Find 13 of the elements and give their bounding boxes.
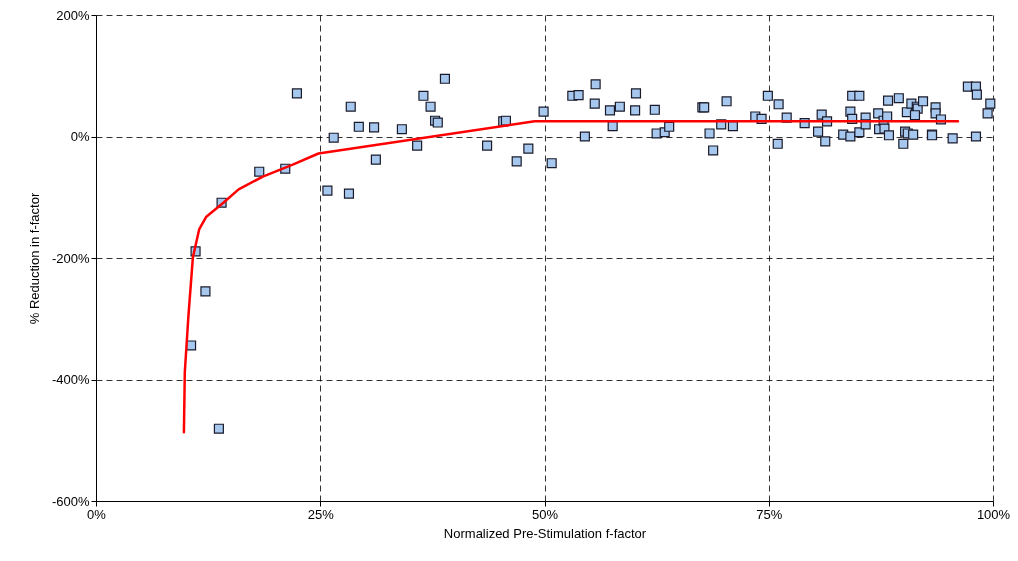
- y-tick-label: -400%: [51, 372, 90, 387]
- x-tick-label: 25%: [307, 506, 335, 522]
- x-tick-label: 100%: [976, 506, 1011, 522]
- y-tick-label: -600%: [51, 493, 90, 509]
- y-tick-label: -200%: [51, 250, 90, 266]
- y-tick-label: 200%: [56, 7, 90, 23]
- y-tick-label: 0%: [70, 129, 90, 144]
- x-tick-label: 0%: [87, 506, 107, 522]
- line-series: [182, 120, 960, 434]
- y-axis-title: % Reduction in f-factor: [26, 192, 42, 325]
- x-tick-label: 50%: [531, 506, 559, 522]
- x-tick-label: 75%: [756, 506, 783, 522]
- x-axis-title: Normalized Pre-Stimulation f-factor: [443, 525, 647, 541]
